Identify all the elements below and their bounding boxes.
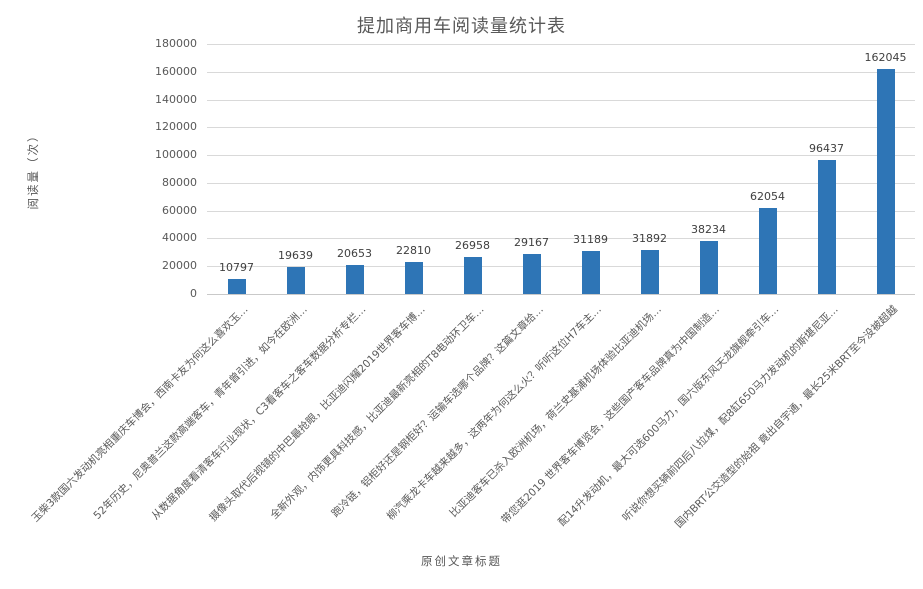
- bar: [463, 256, 482, 294]
- bar-series: 10797 19639 20653 22810 26958 29167 31189 31892…: [207, 44, 915, 294]
- data-label: 96437: [809, 142, 844, 156]
- x-category-label-text: 带您逛2019 世界客车博览会，这些国产客车品牌真为中国制造…: [499, 303, 723, 527]
- data-label: 62054: [750, 189, 785, 203]
- data-label: 22810: [396, 244, 431, 258]
- y-axis-title: 阅读量（次）: [26, 128, 40, 210]
- x-category-label-text: 52年历史，尼奥普兰这款高端客车，青年曾引进，如今在欧洲…: [90, 303, 310, 522]
- data-label: 10797: [219, 261, 254, 275]
- y-tick-label: 140000: [155, 92, 197, 106]
- gridline: [207, 182, 915, 184]
- y-tick-label: 120000: [155, 120, 197, 134]
- data-label: 31189: [573, 232, 608, 246]
- x-category-label-text: 配14升发动机，最大可选600马力，国六版东风天龙旗舰牵引车…: [556, 303, 782, 529]
- x-category-label-text: 国内BRT公交造型的始祖 竟出自宇通，最长25米BRT至今没被超越: [672, 303, 900, 531]
- x-axis-category-labels: 玉柴3款国六发动机亮相重庆车博会，西南卡友为何这么喜欢玉… 52年历史，尼奥普兰这…: [29, 296, 915, 561]
- gridline: [207, 210, 915, 212]
- y-tick-label: 80000: [162, 175, 197, 189]
- data-label: 38234: [691, 222, 726, 236]
- bar-slot: 31892: [620, 44, 679, 294]
- x-category-label-text: 跑冷链，铝柜好还是钢柜好？运输车选哪个品牌？这篇文章给…: [329, 303, 546, 520]
- data-label: 162045: [864, 50, 907, 64]
- chart-title: 提加商用车阅读量统计表: [357, 16, 566, 37]
- bar: [286, 266, 305, 294]
- bar: [227, 279, 246, 294]
- data-label: 31892: [632, 231, 667, 245]
- x-category-label-text: 比亚迪客车已杀入欧洲机场，荷兰史基浦机场体验比亚迪机场…: [447, 303, 664, 520]
- x-category-label-text: 玉柴3款国六发动机亮相重庆车博会，西南卡友为何这么喜欢玉…: [29, 303, 251, 525]
- gridline: [207, 238, 915, 240]
- x-category-label-text: 从数据角度看清客车行业现状，C3看客车之客车数据分析专栏…: [149, 303, 369, 523]
- bar: [404, 262, 423, 294]
- y-tick-label: 20000: [162, 259, 197, 273]
- y-tick-label: 100000: [155, 148, 197, 162]
- gridline: [207, 71, 915, 73]
- x-category-label-text: 摄像头取代后视镜的中巴最抢眼，比亚迪闪耀2019世界客车博…: [206, 303, 428, 524]
- x-category-label-text: 听说你想买辆前四后八拉煤，配8缸650马力发动机的斯堪尼亚…: [619, 303, 841, 524]
- gridline: [207, 266, 915, 268]
- bar: [640, 249, 659, 294]
- gridline: [207, 127, 915, 129]
- gridline: [207, 99, 915, 101]
- gridlines: [207, 44, 915, 294]
- x-category-label-text: 柳汽乘龙卡车越来越多，这两年为何这么火？听听这位H7车主…: [385, 303, 605, 523]
- data-label: 29167: [514, 235, 549, 249]
- y-tick-label: 40000: [162, 231, 197, 245]
- bar-slot: 38234: [679, 44, 738, 294]
- data-label: 20653: [337, 247, 372, 261]
- y-tick-label: 180000: [155, 37, 197, 50]
- bar: [817, 160, 836, 294]
- bar-slot: 162045: [856, 44, 915, 294]
- x-category-label-text: 全新外观，内饰更具科技感，比亚迪最新亮相的T8电动环卫车…: [268, 303, 487, 522]
- bar-slot: 26958: [443, 44, 502, 294]
- y-tick-label: 0: [190, 287, 197, 300]
- bar-slot: 22810: [384, 44, 443, 294]
- bar: [522, 253, 541, 294]
- plot-area: 10797 19639 20653 22810 26958 29167 31189 31892…: [207, 44, 915, 295]
- y-tick-label: 60000: [162, 203, 197, 217]
- y-tick-label: 160000: [155, 64, 197, 78]
- bar: [345, 265, 364, 294]
- bar: [699, 240, 718, 294]
- bar-slot: 29167: [502, 44, 561, 294]
- bar-slot: 96437: [797, 44, 856, 294]
- bar-slot: 10797: [207, 44, 266, 294]
- bar-slot: 20653: [325, 44, 384, 294]
- bar: [876, 68, 895, 294]
- bar-slot: 19639: [266, 44, 325, 294]
- gridline: [207, 44, 915, 45]
- x-axis-title: 原创文章标题: [421, 554, 502, 568]
- data-label: 26958: [455, 238, 490, 252]
- bar: [581, 250, 600, 294]
- gridline: [207, 155, 915, 157]
- bar: [758, 207, 777, 294]
- data-label: 19639: [278, 248, 313, 262]
- bar-slot: 62054: [738, 44, 797, 294]
- bar-slot: 31189: [561, 44, 620, 294]
